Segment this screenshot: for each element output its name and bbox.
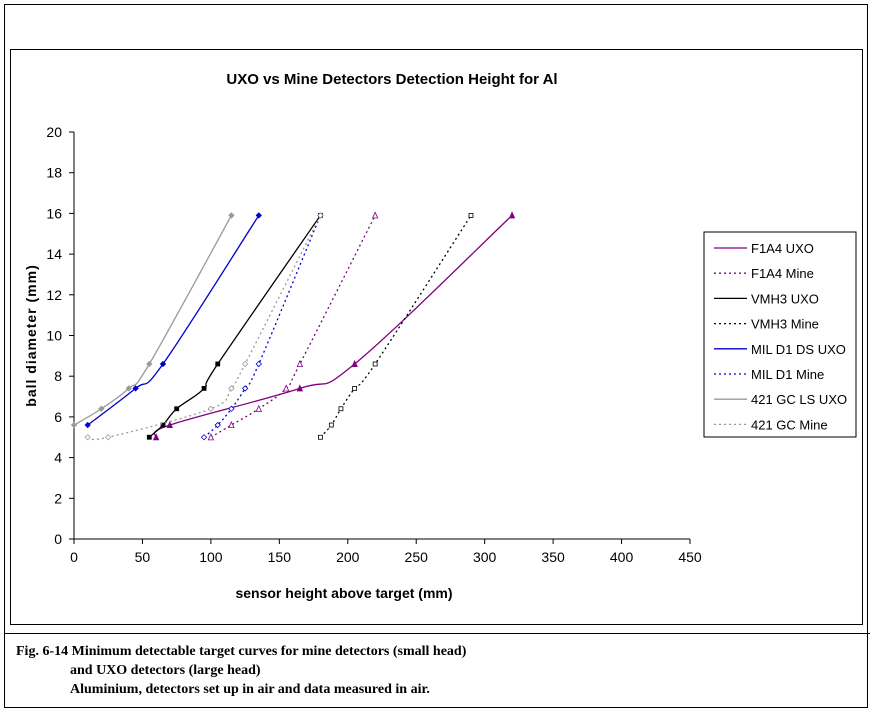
y-tick-label: 12 <box>46 287 62 303</box>
y-axis-label: ball diameter (mm) <box>23 264 39 406</box>
data-point <box>228 212 235 219</box>
caption-line-1: Fig. 6-14 Minimum detectable target curv… <box>16 644 467 659</box>
data-point <box>207 405 215 412</box>
data-point <box>201 386 207 391</box>
data-point <box>317 212 324 219</box>
y-tick-label: 8 <box>54 368 62 384</box>
data-point <box>228 385 235 392</box>
data-point <box>207 433 215 441</box>
data-point <box>338 406 344 412</box>
data-point <box>159 360 167 368</box>
data-point <box>84 434 91 441</box>
data-point <box>372 361 378 367</box>
caption-line-2: and UXO detectors (large head) <box>70 663 261 678</box>
caption-line-3: Aluminium, detectors set up in air and d… <box>70 682 430 697</box>
data-point <box>160 422 166 428</box>
series-line-1 <box>153 214 513 438</box>
data-point <box>84 421 91 429</box>
data-point <box>146 360 153 368</box>
x-tick-label: 150 <box>268 549 292 565</box>
data-point <box>146 434 152 440</box>
data-point <box>351 359 358 367</box>
data-point <box>352 386 358 391</box>
figure-frame <box>4 4 868 708</box>
data-point <box>282 384 290 392</box>
data-point <box>468 213 474 218</box>
series-line-8 <box>87 215 321 441</box>
series-line-6 <box>203 215 322 438</box>
x-tick-label: 200 <box>336 549 360 565</box>
data-point <box>241 360 249 368</box>
legend-label: MIL D1 DS UXO <box>751 342 846 357</box>
x-tick-label: 50 <box>135 549 151 565</box>
data-point <box>371 211 379 219</box>
data-point <box>228 405 235 412</box>
y-tick-label: 16 <box>46 205 62 221</box>
data-point <box>255 212 262 219</box>
data-point <box>296 384 304 392</box>
y-tick-label: 20 <box>46 124 62 140</box>
x-tick-label: 250 <box>405 549 429 565</box>
legend-label: 421 GC LS UXO <box>751 392 847 407</box>
x-tick-label: 300 <box>473 549 497 565</box>
x-axis-label: sensor height above target (mm) <box>235 585 452 601</box>
y-tick-label: 4 <box>54 450 62 466</box>
x-tick-label: 350 <box>541 549 565 565</box>
data-point <box>317 434 323 440</box>
data-point <box>215 361 221 367</box>
legend-label: MIL D1 Mine <box>751 367 824 382</box>
x-tick-label: 0 <box>70 549 78 565</box>
data-point <box>132 385 139 392</box>
data-point <box>98 405 105 412</box>
data-point <box>200 434 208 441</box>
y-tick-label: 6 <box>54 409 62 425</box>
legend-label: VMH3 UXO <box>751 291 819 306</box>
legend-label: F1A4 Mine <box>751 266 814 281</box>
series-line-7 <box>73 215 232 426</box>
x-tick-label: 450 <box>678 549 702 565</box>
legend-label: F1A4 UXO <box>751 241 814 256</box>
data-point <box>174 406 180 412</box>
data-point <box>152 433 160 441</box>
data-point <box>125 385 132 392</box>
legend-box <box>703 231 857 438</box>
chart-title: UXO vs Mine Detectors Detection Height f… <box>226 71 557 88</box>
y-tick-label: 14 <box>46 246 62 262</box>
chart-area: UXO vs Mine Detectors Detection Height f… <box>10 49 863 625</box>
data-point <box>214 421 221 429</box>
x-tick-label: 400 <box>610 549 634 565</box>
data-point <box>255 404 263 412</box>
data-point <box>105 434 112 441</box>
data-point <box>166 420 174 429</box>
data-point <box>296 359 304 367</box>
series-line-5 <box>87 215 260 426</box>
figure-caption: Fig. 6-14 Minimum detectable target curv… <box>16 642 466 699</box>
chart-svg: UXO vs Mine Detectors Detection Height f… <box>23 71 857 601</box>
data-point <box>70 421 78 429</box>
data-point <box>241 385 249 392</box>
legend-label: 421 GC Mine <box>751 417 828 432</box>
legend-label: VMH3 Mine <box>751 317 819 332</box>
caption-divider <box>4 633 870 634</box>
y-tick-label: 18 <box>46 165 62 181</box>
y-tick-label: 2 <box>54 490 62 506</box>
data-point <box>328 422 334 428</box>
data-point <box>255 360 262 368</box>
y-tick-label: 10 <box>46 328 62 344</box>
y-tick-label: 0 <box>54 531 62 547</box>
data-point <box>228 420 235 429</box>
data-point <box>508 211 516 219</box>
x-tick-label: 100 <box>199 549 223 565</box>
